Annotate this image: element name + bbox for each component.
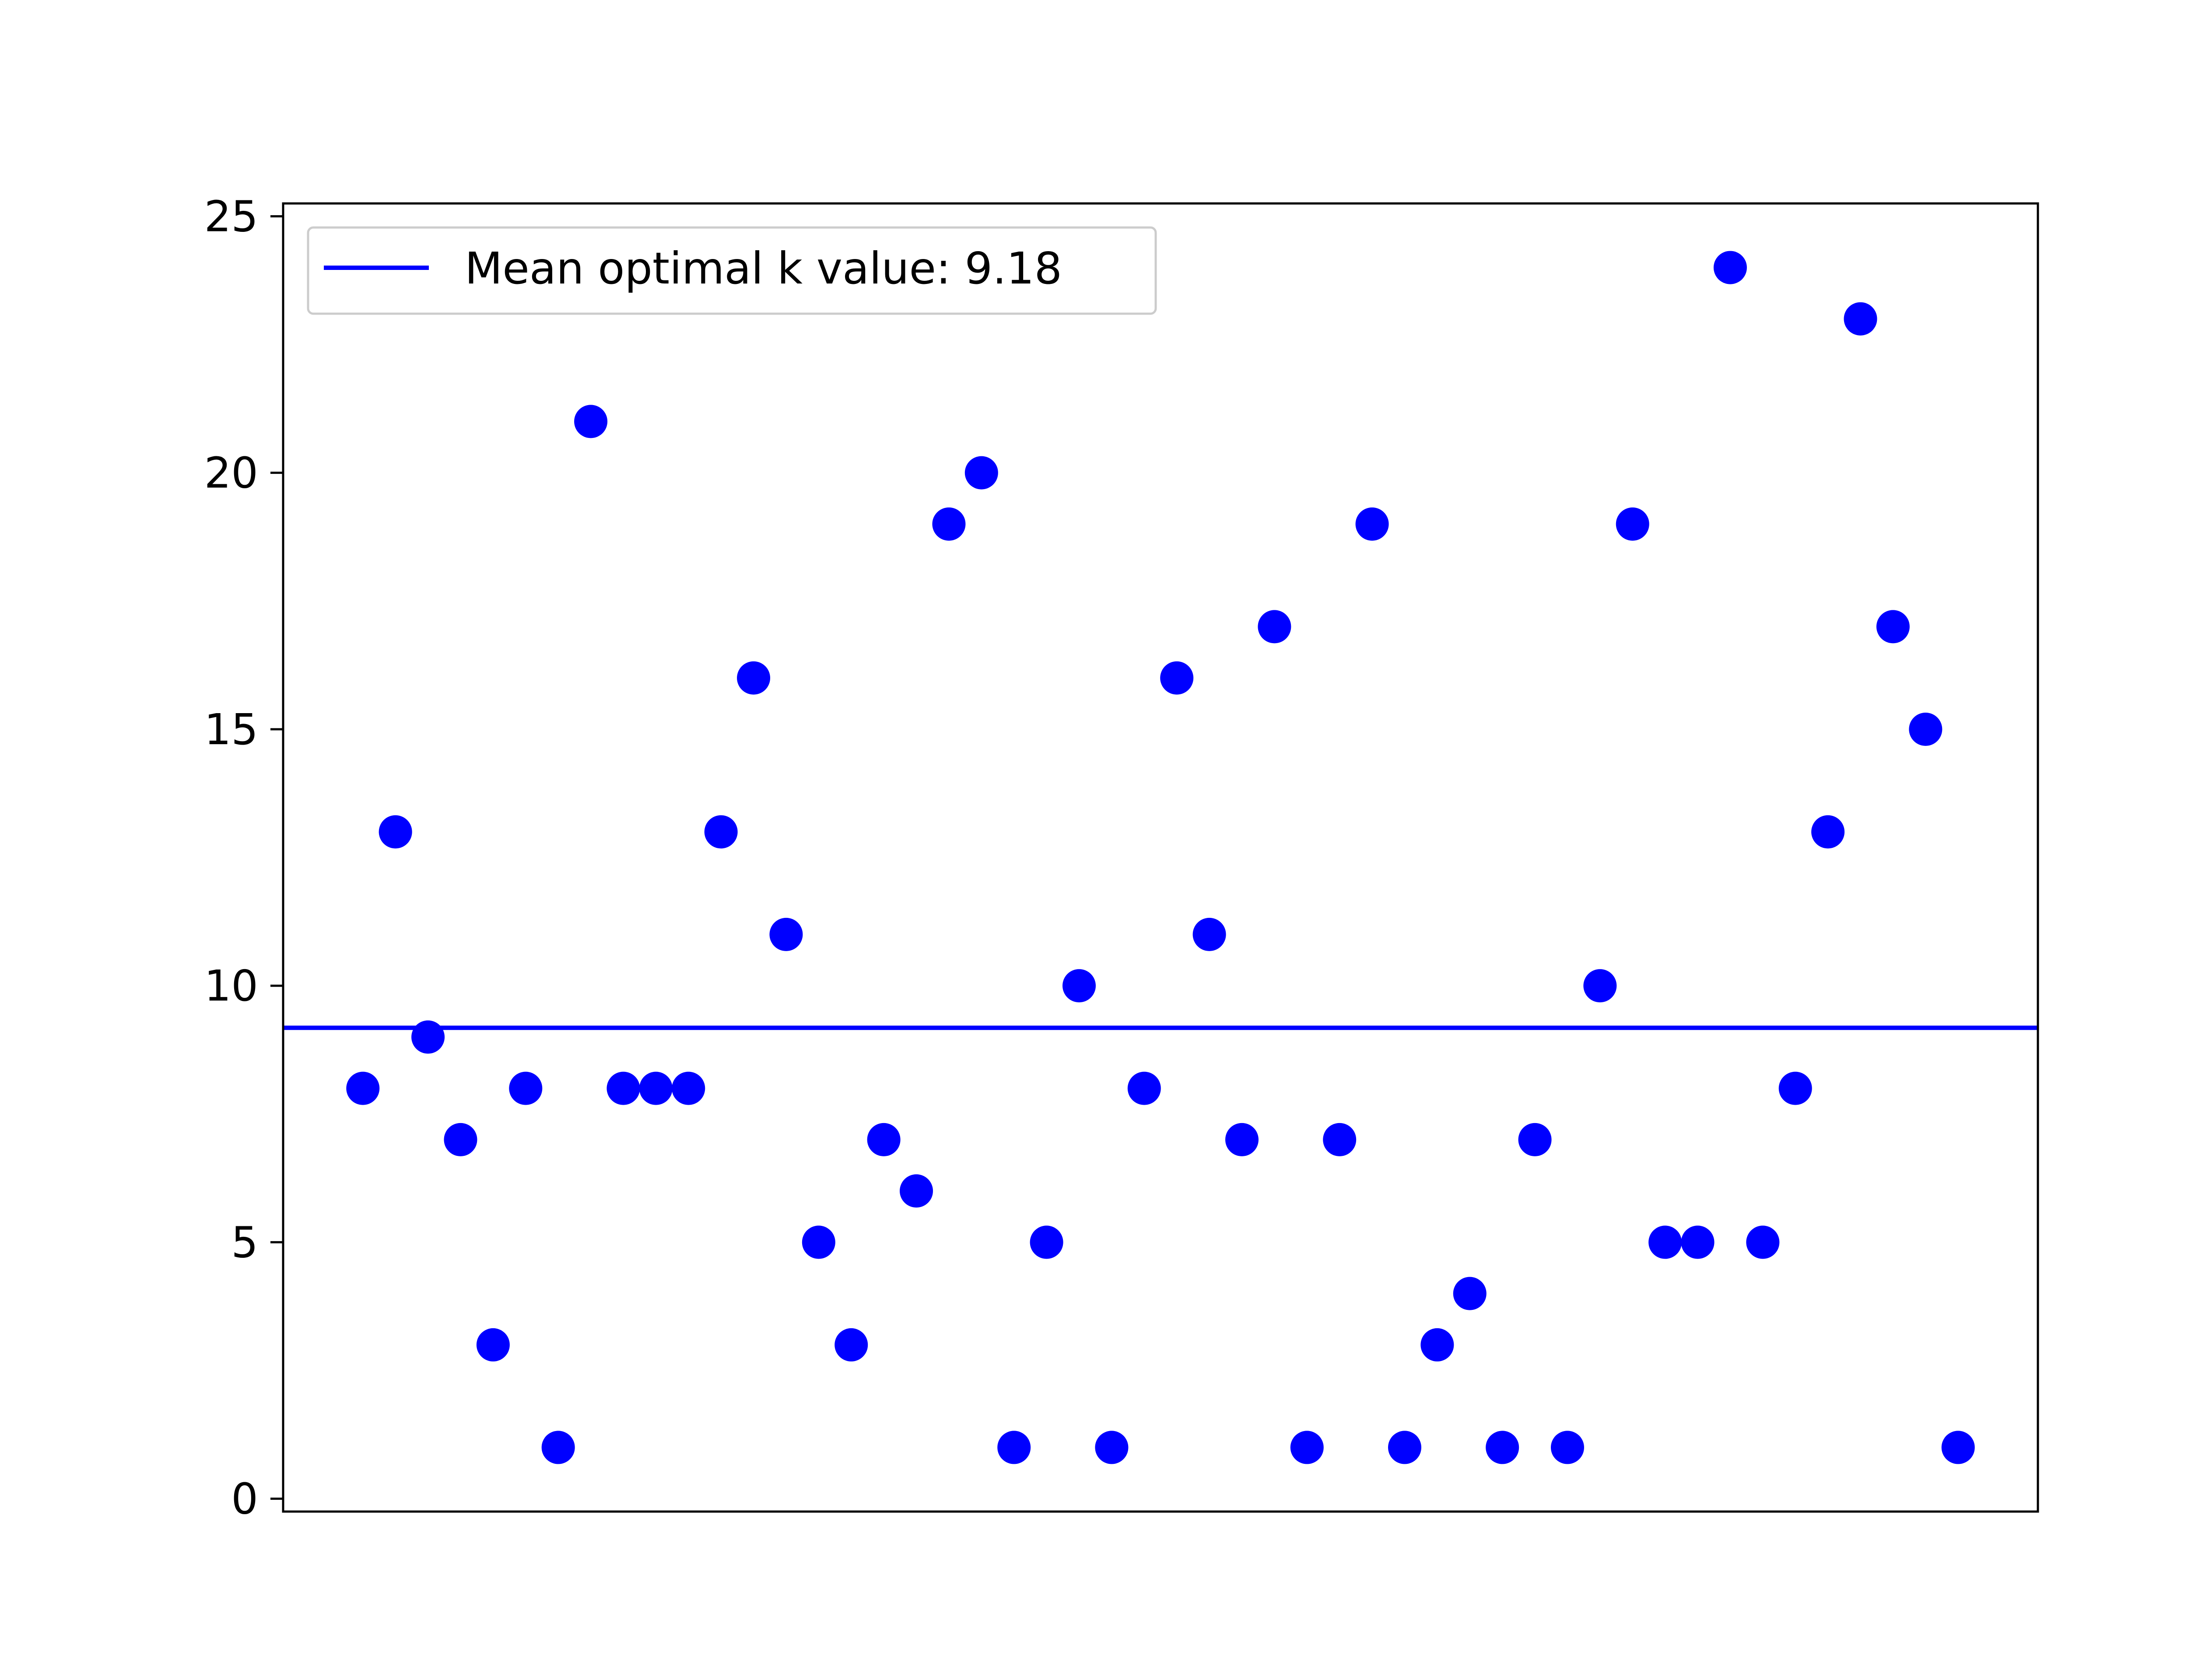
data-point xyxy=(1355,507,1389,541)
data-point xyxy=(1909,712,1943,746)
data-point xyxy=(1486,1431,1519,1464)
data-point xyxy=(1225,1123,1259,1156)
data-point xyxy=(1420,1328,1454,1362)
data-point xyxy=(1388,1431,1421,1464)
data-point xyxy=(574,405,608,438)
data-point xyxy=(1616,507,1649,541)
data-point xyxy=(1323,1123,1357,1156)
data-point xyxy=(769,917,803,951)
data-point xyxy=(541,1431,575,1464)
data-point xyxy=(346,1071,380,1105)
data-point xyxy=(411,1020,445,1054)
data-point xyxy=(1453,1277,1487,1310)
data-point xyxy=(639,1071,673,1105)
y-tick-label: 10 xyxy=(204,961,258,1011)
data-point xyxy=(379,815,412,849)
data-point xyxy=(932,507,966,541)
data-point xyxy=(1583,969,1617,1003)
data-point xyxy=(737,661,771,695)
data-point xyxy=(1290,1431,1324,1464)
data-point xyxy=(1192,917,1226,951)
data-point xyxy=(1648,1225,1682,1259)
plot-area xyxy=(283,203,2038,1512)
data-point xyxy=(1876,610,1910,644)
data-point xyxy=(476,1328,510,1362)
data-point xyxy=(1030,1225,1063,1259)
data-point xyxy=(607,1071,640,1105)
points-layer xyxy=(346,251,1975,1464)
y-tick-label: 20 xyxy=(204,448,258,498)
data-point xyxy=(964,456,998,490)
data-point xyxy=(1518,1123,1552,1156)
data-point xyxy=(509,1071,543,1105)
y-tick-label: 5 xyxy=(231,1218,258,1267)
data-point xyxy=(1778,1071,1812,1105)
legend-label: Mean optimal k value: 9.18 xyxy=(465,243,1062,294)
data-point xyxy=(900,1174,933,1208)
data-point xyxy=(1062,969,1096,1003)
data-point xyxy=(802,1225,835,1259)
plot-frame xyxy=(282,202,2039,1513)
data-point xyxy=(444,1123,477,1156)
data-point xyxy=(997,1431,1031,1464)
data-point xyxy=(835,1328,868,1362)
legend-box xyxy=(307,226,1157,315)
y-tick-label: 0 xyxy=(231,1474,258,1524)
data-point xyxy=(1681,1225,1715,1259)
y-tick-label: 15 xyxy=(204,705,258,754)
data-point xyxy=(1550,1431,1584,1464)
data-point xyxy=(1811,815,1845,849)
data-point xyxy=(1746,1225,1780,1259)
data-point xyxy=(1713,251,1747,284)
data-point xyxy=(672,1071,705,1105)
legend: Mean optimal k value: 9.18 xyxy=(307,226,1157,315)
data-point xyxy=(1844,302,1877,336)
data-point xyxy=(704,815,738,849)
y-tick-label: 25 xyxy=(204,192,258,241)
data-point xyxy=(1127,1071,1161,1105)
data-point xyxy=(1258,610,1291,644)
data-point xyxy=(1095,1431,1129,1464)
data-point xyxy=(1941,1431,1975,1464)
data-point xyxy=(867,1123,901,1156)
y-axis: 0 5 10 15 20 25 xyxy=(204,192,283,1524)
data-point xyxy=(1160,661,1194,695)
